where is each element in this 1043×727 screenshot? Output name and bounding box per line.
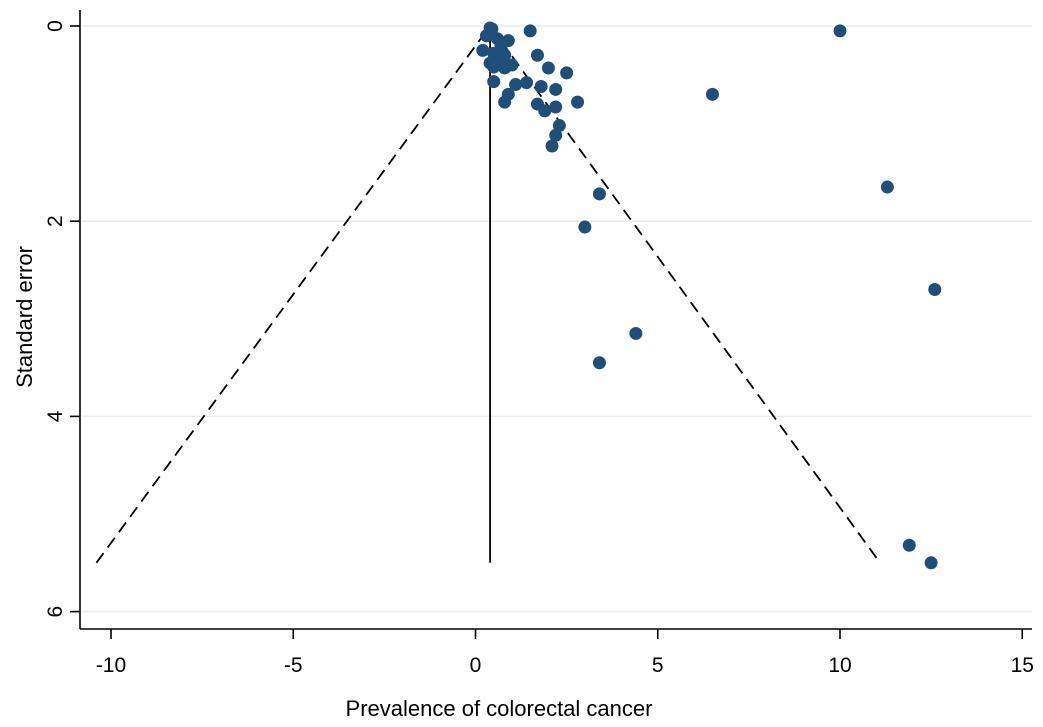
- data-points: [476, 21, 942, 570]
- y-axis-title: Standard error: [12, 246, 37, 388]
- data-point-33: [549, 128, 563, 142]
- data-point-41: [902, 538, 916, 552]
- data-point-11: [530, 48, 544, 62]
- data-point-34: [545, 139, 559, 153]
- funnel-limits: [95, 24, 881, 564]
- grid-lines: [82, 25, 1032, 613]
- data-point-17: [498, 61, 512, 75]
- x-tick-label-0: -10: [96, 654, 126, 677]
- y-tick-label-3: 6: [44, 606, 67, 618]
- data-point-27: [498, 95, 512, 109]
- x-tick-label-4: 10: [828, 654, 851, 677]
- axes: [79, 10, 1032, 630]
- data-point-30: [549, 100, 563, 114]
- data-point-8: [476, 43, 490, 57]
- data-point-20: [487, 75, 501, 89]
- y-tick-label-1: 2: [44, 215, 67, 227]
- data-point-31: [538, 104, 552, 118]
- x-axis-title: Prevalence of colorectal cancer: [346, 696, 653, 721]
- y-axis-ticks: 0 2 4 6: [44, 20, 80, 617]
- data-point-2: [523, 24, 537, 38]
- x-tick-label-1: -5: [284, 654, 303, 677]
- data-point-23: [534, 80, 548, 94]
- data-point-40: [592, 356, 606, 370]
- funnel: [95, 24, 881, 564]
- x-tick-label-2: 0: [470, 654, 482, 677]
- data-point-29: [571, 95, 585, 109]
- x-tick-label-3: 5: [652, 654, 664, 677]
- data-point-36: [592, 187, 606, 201]
- data-point-19: [560, 66, 574, 80]
- x-tick-label-5: 15: [1011, 654, 1034, 677]
- data-point-38: [928, 283, 942, 297]
- data-point-32: [552, 119, 566, 133]
- y-tick-label-0: 0: [44, 20, 67, 32]
- y-tick-label-2: 4: [44, 410, 67, 422]
- data-point-35: [880, 180, 894, 194]
- data-point-16: [487, 60, 501, 74]
- x-axis-ticks: -10 -5 0 5 10 15: [96, 629, 1034, 677]
- data-point-4: [479, 29, 493, 43]
- data-point-39: [629, 326, 643, 340]
- data-point-24: [549, 82, 563, 96]
- data-point-22: [509, 78, 523, 92]
- data-point-42: [924, 556, 938, 570]
- data-point-21: [520, 76, 534, 90]
- data-point-3: [833, 24, 847, 38]
- data-point-26: [705, 87, 719, 101]
- data-point-18: [541, 61, 555, 75]
- data-point-37: [578, 220, 592, 234]
